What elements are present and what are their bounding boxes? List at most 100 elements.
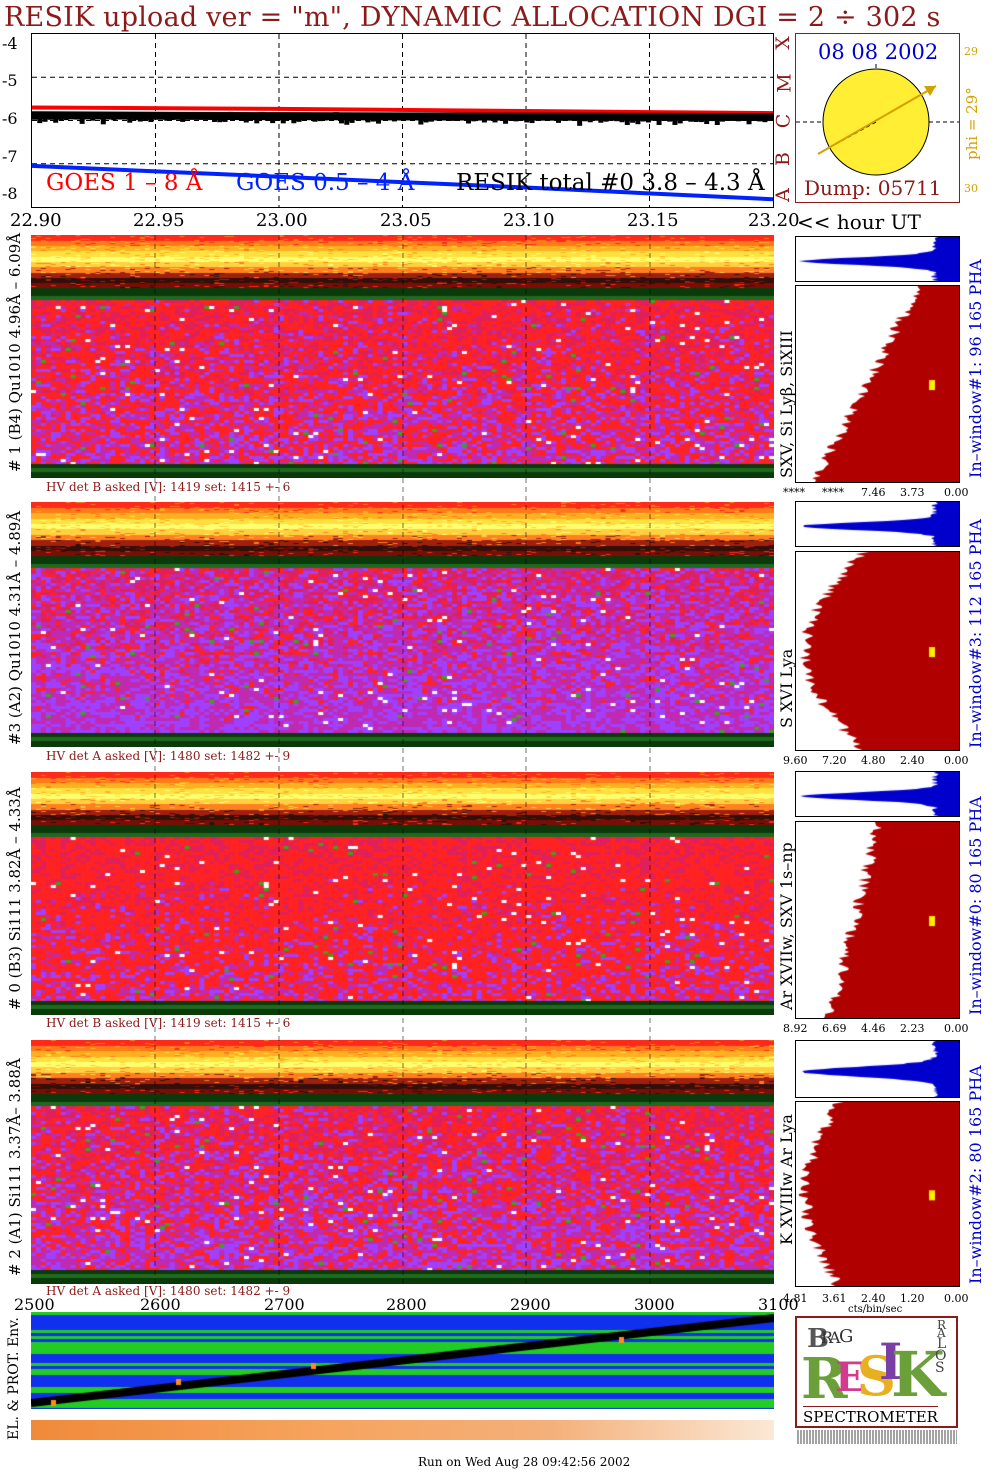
phi-top: 29 (964, 45, 978, 58)
resik-noise-mark (365, 115, 371, 123)
pha-canvas-2 (796, 1041, 959, 1097)
logo-letter: O (935, 1348, 947, 1364)
env-x-tick: 2700 (264, 1295, 305, 1314)
resik-noise-mark (333, 112, 339, 117)
resik-noise-mark (211, 116, 217, 122)
logo-letter: L (937, 1336, 947, 1352)
resik-noise-mark (413, 112, 419, 119)
time-gridlines (154, 235, 651, 1285)
resik-noise-mark (100, 116, 106, 125)
pha-canvas-1 (796, 237, 959, 281)
legend-resik-total: RESIK total #0 3.8 – 4.3 Å (456, 170, 765, 196)
date-label: 08 08 2002 (818, 40, 939, 64)
resik-noise-mark (619, 114, 625, 123)
resik-noise-mark (148, 114, 154, 123)
resik-noise-mark (275, 113, 281, 121)
resik-noise-mark (466, 116, 472, 124)
env-x-tick: 3100 (758, 1295, 799, 1314)
resik-noise-mark (577, 118, 583, 126)
resik-noise-mark (58, 115, 64, 121)
resik-noise-mark (587, 117, 593, 123)
detector-label-2: # 2 (A1) Si111 3.37Å– 3.88Å (6, 1058, 24, 1276)
resik-noise-mark (518, 114, 524, 120)
resik-noise-mark (767, 116, 773, 121)
y-tick-label: -8 (2, 184, 18, 203)
logo-letter: S (857, 1344, 896, 1408)
resik-noise-mark (376, 116, 382, 124)
resik-noise-mark (190, 113, 196, 117)
resik-noise-mark (360, 113, 366, 120)
resik-noise-mark (196, 115, 202, 119)
resik-noise-mark (434, 115, 440, 121)
env-x-tick: 2900 (510, 1295, 551, 1314)
resik-noise-mark (476, 113, 482, 120)
resik-noise-mark (42, 115, 48, 122)
resik-noise-mark (37, 115, 43, 124)
pha-tick: 6.69 (822, 1022, 847, 1035)
resik-noise-mark (47, 112, 53, 120)
pha-tick: 4.46 (861, 1022, 886, 1035)
resik-noise-mark (630, 117, 636, 123)
resik-noise-mark (249, 113, 255, 119)
resik-noise-mark (63, 116, 69, 121)
y-tick-label: -5 (2, 71, 18, 90)
resik-noise-mark (397, 114, 403, 121)
env-gradient-bar (31, 1420, 774, 1440)
resik-noise-mark (185, 114, 191, 118)
resik-noise-mark (381, 116, 387, 120)
resik-noise-mark (301, 112, 307, 121)
line-id-1: SXV, Si Lyβ, SiXIII (777, 330, 796, 478)
x-tick-label: 23.10 (503, 210, 555, 231)
y-tick-label: -6 (2, 109, 18, 128)
resik-noise-mark (683, 114, 689, 118)
resik-noise-mark (259, 111, 265, 119)
resik-noise-mark (555, 116, 561, 123)
pha-canvas-3 (796, 502, 959, 546)
resik-noise-mark (338, 116, 344, 124)
pha-tick: 1.20 (900, 1292, 925, 1305)
resik-noise-mark (667, 114, 673, 122)
resik-noise-mark (264, 115, 270, 121)
resik-noise-mark (704, 117, 710, 125)
resik-noise-mark (693, 117, 699, 122)
logo-letter: B (807, 1324, 829, 1354)
resik-noise-mark (286, 113, 292, 119)
histogram-xlabel: cts/bin/sec (848, 1304, 903, 1315)
resik-noise-mark (720, 117, 726, 122)
resik-noise-mark (640, 114, 646, 122)
resik-noise-mark (280, 117, 286, 124)
resik-noise-mark (84, 112, 90, 118)
resik-noise-mark (471, 116, 477, 122)
resik-noise-mark (566, 115, 572, 121)
logo-letter: A (937, 1326, 946, 1340)
resik-noise-mark (428, 117, 434, 122)
resik-noise-mark (481, 117, 487, 123)
resik-noise-mark (169, 115, 175, 121)
resik-noise-mark (746, 116, 752, 125)
resik-logo: B R A G R E S I K S O L A R SPECTROMETER (795, 1316, 958, 1428)
resik-noise-mark (608, 115, 614, 121)
pha-tick: 0.00 (944, 486, 969, 499)
resik-noise-mark (714, 117, 720, 125)
hist-canvas-0 (796, 822, 959, 1018)
resik-noise-mark (698, 114, 704, 123)
env-x-tick: 2800 (386, 1295, 427, 1314)
resik-noise-mark (132, 116, 138, 121)
pha-box-2 (795, 1040, 960, 1098)
resik-noise-mark (762, 116, 768, 123)
resik-noise-mark (656, 118, 662, 125)
resik-noise-mark (709, 117, 715, 122)
resik-noise-mark (312, 114, 318, 122)
resik-noise-mark (450, 115, 456, 121)
resik-noise-mark (725, 113, 731, 118)
resik-noise-mark (487, 112, 493, 121)
resik-noise-mark (497, 113, 503, 118)
resik-noise-mark (603, 118, 609, 122)
env-canvas (31, 1312, 774, 1409)
resik-noise-mark (106, 113, 112, 120)
resik-noise-mark (254, 117, 260, 124)
resik-noise-mark (624, 116, 630, 125)
env-x-tick: 2600 (140, 1295, 181, 1314)
pha-tick: 4.81 (783, 1292, 808, 1305)
pha-tick: 2.23 (900, 1022, 925, 1035)
